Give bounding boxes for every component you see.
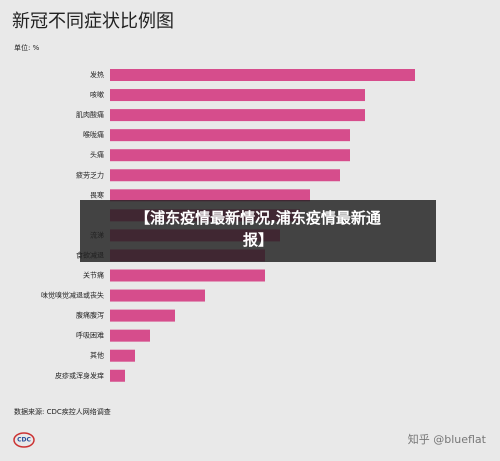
bar (110, 109, 365, 122)
bar (110, 369, 125, 382)
bar (110, 89, 365, 102)
y-tick-label: 头痛 (90, 150, 104, 159)
bar (110, 129, 350, 142)
bar (110, 289, 205, 302)
banner-bg (80, 200, 436, 262)
y-tick-label: 其他 (90, 351, 104, 360)
y-tick-label: 疲劳乏力 (76, 170, 104, 179)
bar (110, 169, 340, 182)
bar (110, 269, 265, 282)
y-tick-label: 喉咙痛 (83, 130, 104, 139)
bar (110, 149, 350, 162)
y-tick-label: 味觉嗅觉减退或丧失 (41, 291, 104, 300)
y-tick-label: 皮疹或浑身发痒 (55, 371, 104, 380)
banner-text: 【浦东疫情最新情况,浦东疫情最新通报】 (135, 209, 381, 249)
bar (110, 329, 150, 342)
y-tick-label: 关节痛 (83, 271, 104, 280)
y-tick-label: 咳嗽 (90, 90, 104, 99)
y-tick-label: 呼吸困难 (76, 331, 104, 340)
y-tick-label: 腹痛腹泻 (76, 311, 104, 320)
chart-subtitle: 单位: % (14, 43, 40, 52)
bar (110, 309, 175, 322)
bar (110, 69, 415, 81)
y-tick-label: 发热 (90, 70, 104, 79)
watermark: 知乎 @blueflat (408, 432, 487, 446)
bar (110, 349, 135, 362)
chart-title: 新冠不同症状比例图 (12, 11, 174, 32)
y-tick-label: 肌肉酸痛 (76, 110, 104, 119)
svg-text:CDC: CDC (17, 437, 31, 444)
bar (110, 189, 310, 202)
cdc-logo: CDC (13, 432, 35, 448)
source: 数据来源: CDC疾控人网络调查 (14, 407, 111, 416)
y-tick-label: 畏寒 (90, 190, 104, 199)
